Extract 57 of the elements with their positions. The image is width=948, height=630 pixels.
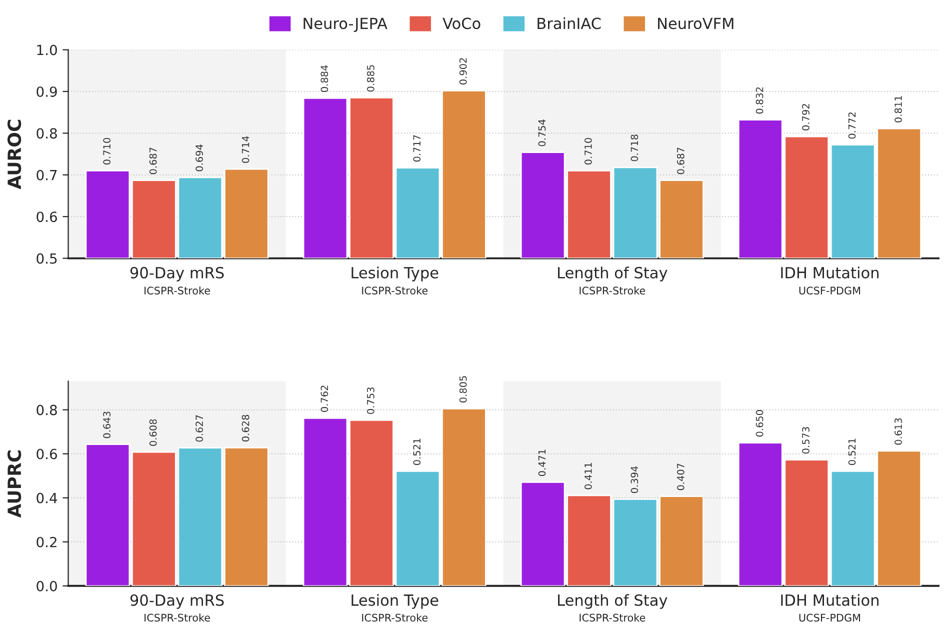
y-axis-title: AUPRC bbox=[7, 450, 22, 518]
data-label: 0.811 bbox=[894, 96, 902, 122]
data-label: 0.710 bbox=[584, 138, 592, 165]
x-tick-label: Lesion Type ICSPR-Stroke bbox=[352, 594, 438, 622]
data-label: 0.885 bbox=[366, 65, 374, 92]
data-label: 0.627 bbox=[196, 415, 203, 442]
x-tick-label: IDH Mutation UCSF-PDGM bbox=[781, 594, 878, 622]
x-tick-label: Length of Stay ICSPR-Stroke bbox=[558, 594, 668, 622]
y-tick-label: 0.0 bbox=[36, 580, 57, 592]
y-tick-label: 1.0 bbox=[37, 44, 57, 56]
y-tick-label: 0.8 bbox=[36, 404, 57, 416]
data-label: 0.714 bbox=[242, 136, 250, 163]
data-label: 0.687 bbox=[149, 148, 157, 174]
x-tick-label: 90-Day mRS ICSPR-Stroke bbox=[130, 594, 224, 622]
data-label: 0.902 bbox=[459, 58, 467, 84]
data-label: 0.805 bbox=[459, 376, 467, 402]
data-label: 0.687 bbox=[676, 148, 684, 174]
data-label: 0.832 bbox=[756, 87, 764, 114]
legend-label: BrainIAC bbox=[538, 17, 601, 30]
x-tick-label: Length of Stay ICSPR-Stroke bbox=[558, 266, 668, 295]
x-tick-label: Lesion Type ICSPR-Stroke bbox=[352, 266, 438, 295]
data-label: 0.628 bbox=[242, 414, 250, 442]
data-label: 0.772 bbox=[848, 112, 856, 139]
y-tick-label: 0.4 bbox=[36, 492, 58, 504]
data-label: 0.753 bbox=[366, 388, 374, 414]
data-label: 0.762 bbox=[320, 386, 328, 412]
legend-label: Neuro-JEPA bbox=[304, 18, 388, 32]
legend-label: NeuroVFM bbox=[658, 18, 734, 30]
data-label: 0.884 bbox=[320, 65, 328, 92]
data-label: 0.407 bbox=[676, 464, 684, 490]
legend-label: VoCo bbox=[442, 18, 480, 30]
data-label: 0.650 bbox=[756, 410, 764, 437]
x-tick-label: IDH Mutation UCSF-PDGM bbox=[781, 266, 878, 295]
y-tick-label: 0.2 bbox=[36, 536, 56, 548]
y-tick-label: 0.5 bbox=[36, 253, 57, 264]
data-label: 0.411 bbox=[584, 462, 592, 490]
data-label: 0.792 bbox=[802, 104, 810, 130]
y-tick-label: 0.6 bbox=[36, 212, 57, 222]
data-label: 0.394 bbox=[630, 466, 638, 493]
y-tick-label: 0.7 bbox=[36, 170, 57, 180]
data-label: 0.718 bbox=[630, 134, 638, 162]
data-label: 0.710 bbox=[103, 138, 111, 165]
data-label: 0.754 bbox=[538, 120, 546, 146]
data-label: 0.717 bbox=[413, 135, 421, 162]
data-label: 0.471 bbox=[538, 450, 546, 476]
data-label: 0.573 bbox=[802, 427, 810, 454]
y-tick-label: 0.8 bbox=[36, 128, 57, 139]
data-label: 0.694 bbox=[196, 144, 203, 172]
y-axis-title: AUROC bbox=[7, 120, 22, 190]
data-label: 0.521 bbox=[413, 438, 421, 465]
data-label: 0.643 bbox=[103, 412, 111, 438]
data-label: 0.608 bbox=[149, 419, 157, 446]
y-tick-label: 0.6 bbox=[36, 448, 57, 460]
y-tick-label: 0.9 bbox=[36, 86, 57, 97]
data-label: 0.521 bbox=[848, 438, 856, 465]
x-tick-label: 90-Day mRS ICSPR-Stroke bbox=[130, 266, 224, 295]
data-label: 0.613 bbox=[894, 418, 902, 445]
